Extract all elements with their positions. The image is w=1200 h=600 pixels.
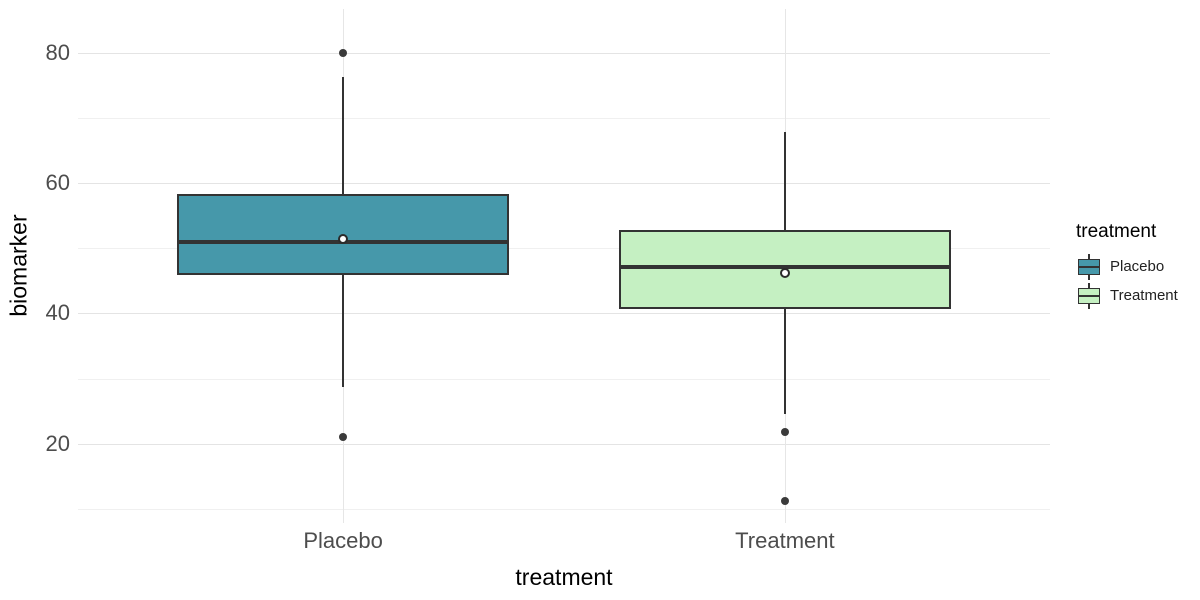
- x-tick-label-treatment: Treatment: [735, 528, 835, 553]
- legend-label: Placebo: [1110, 257, 1165, 275]
- legend-label: Treatment: [1110, 286, 1178, 304]
- y-tick-label-40: 40: [45, 300, 70, 326]
- minor-gridline-y-70: [78, 118, 1050, 120]
- minor-gridline-y-30: [78, 378, 1050, 380]
- upper-whisker: [783, 131, 786, 231]
- legend-key-boxplot-glyph: [1076, 253, 1102, 281]
- major-gridline-y-60: [78, 183, 1050, 185]
- y-tick-label-20: 20: [45, 430, 70, 456]
- y-tick-label-80: 80: [45, 40, 70, 66]
- lower-whisker: [783, 308, 786, 414]
- mean-point: [779, 267, 790, 278]
- legend-item-treatment: Treatment: [1076, 281, 1178, 310]
- outlier-point: [339, 49, 348, 58]
- median-line: [619, 264, 951, 269]
- major-gridline-y-20: [78, 443, 1050, 445]
- outlier-point: [780, 496, 789, 505]
- outlier-point: [339, 433, 348, 442]
- upper-whisker: [342, 77, 345, 194]
- lower-whisker: [342, 275, 345, 387]
- x-axis-title: treatment: [515, 564, 613, 590]
- legend-title: treatment: [1076, 221, 1157, 242]
- minor-gridline-y-50: [78, 248, 1050, 250]
- plot-panel: [78, 9, 1050, 523]
- y-tick-label-60: 60: [45, 170, 70, 196]
- minor-gridline-y-10: [78, 508, 1050, 510]
- legend-item-placebo: Placebo: [1076, 252, 1178, 281]
- major-gridline-y-40: [78, 313, 1050, 315]
- outlier-point: [780, 427, 789, 436]
- x-tick-label-placebo: Placebo: [303, 528, 383, 553]
- y-axis-title: biomarker: [5, 214, 32, 317]
- legend-key-median: [1078, 265, 1100, 268]
- legend: treatment Placebo Treatment: [1076, 220, 1178, 310]
- legend-items: Placebo Treatment: [1076, 252, 1178, 310]
- mean-point: [338, 233, 349, 244]
- legend-key-median: [1078, 294, 1100, 297]
- legend-key-boxplot-glyph: [1076, 282, 1102, 310]
- major-gridline-y-80: [78, 53, 1050, 55]
